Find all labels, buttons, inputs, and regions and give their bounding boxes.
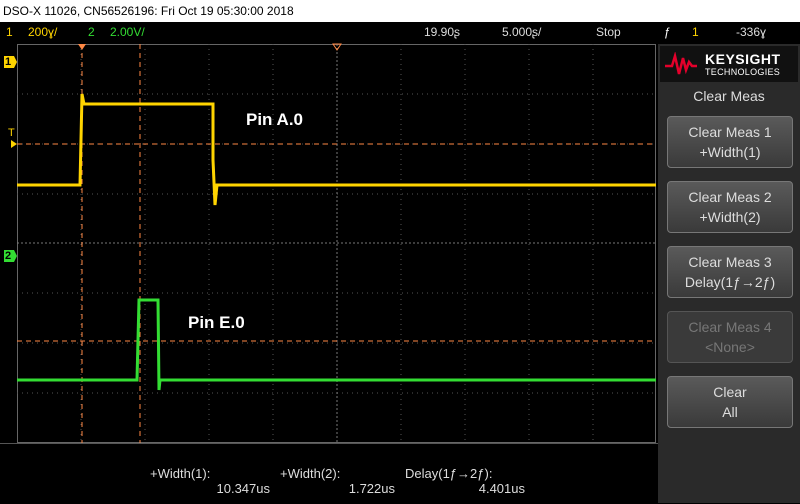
clear-meas-2-button[interactable]: Clear Meas 2 +Width(2) — [667, 181, 793, 233]
measurement-2[interactable]: +Width(2): 1.722us — [280, 466, 395, 496]
trigger-level-marker-icon — [11, 140, 17, 148]
measurement-1[interactable]: +Width(1): 10.347us — [150, 466, 270, 496]
clear-meas-3-button[interactable]: Clear Meas 3 Delay(1ƒ→2ƒ) — [667, 246, 793, 298]
clear-meas-1-button[interactable]: Clear Meas 1 +Width(1) — [667, 116, 793, 168]
softkey-line1: Clear Meas 4 — [688, 319, 772, 335]
softkey-line1: Clear Meas 2 — [688, 189, 772, 205]
measurement-name: +Width(1): — [150, 466, 211, 481]
brand-logo: KEYSIGHT TECHNOLOGIES — [660, 46, 798, 82]
ch1-trace-label: Pin A.0 — [246, 110, 303, 129]
center-axes — [17, 44, 656, 443]
horizontal-position[interactable]: 19.90ʂ — [424, 25, 461, 39]
keysight-wave-icon — [665, 52, 697, 75]
trigger-channel: 1 — [692, 25, 699, 39]
softkey-line2: All — [722, 404, 738, 420]
ch2-scale[interactable]: 2.00V/ — [110, 25, 145, 39]
softkey-line2: +Width(1) — [699, 144, 761, 160]
ch1-scale[interactable]: 200ɣ/ — [28, 25, 58, 39]
measurement-value: 10.347us — [216, 481, 271, 496]
ch2-marker-label: 2 — [5, 250, 12, 262]
softkey-line1: Clear — [713, 384, 747, 400]
measurement-name: +Width(2): — [280, 466, 341, 481]
brand-subtitle: TECHNOLOGIES — [705, 67, 781, 77]
brand-name: KEYSIGHT — [705, 51, 781, 67]
softkey-line1: Clear Meas 1 — [688, 124, 772, 140]
ch1-number[interactable]: 1 — [6, 25, 13, 39]
menu-title: Clear Meas — [693, 88, 765, 104]
trigger-edge-icon: ƒ — [664, 25, 671, 39]
window-title: DSO-X 11026, CN56526196: Fri Oct 19 05:3… — [0, 0, 800, 22]
status-bar: 1 200ɣ/ 2 2.00V/ 19.90ʂ 5.000ʂ/ Stop ƒ 1… — [0, 22, 800, 42]
softkey-line2: Delay(1ƒ→2ƒ) — [684, 274, 776, 290]
measurement-value: 4.401us — [478, 481, 525, 496]
run-state: Stop — [596, 25, 621, 39]
cursor-marker-icon — [78, 44, 86, 50]
measurement-value: 1.722us — [348, 481, 395, 496]
softkey-line2: +Width(2) — [699, 209, 761, 225]
ch1-marker-label: 1 — [5, 56, 12, 68]
ch1-ground-marker-icon — [4, 56, 17, 68]
softkey-line1: Clear Meas 3 — [688, 254, 772, 270]
ch2-trace — [17, 298, 656, 391]
ch2-ground-marker-icon — [4, 250, 17, 262]
trigger-marker-label: T — [8, 127, 15, 139]
measurement-3[interactable]: Delay(1ƒ→2ƒ): 4.401us — [405, 466, 525, 496]
ch2-trace-label: Pin E.0 — [188, 313, 245, 332]
clear-meas-4-button: Clear Meas 4 <None> — [667, 311, 793, 363]
ch2-number[interactable]: 2 — [88, 25, 95, 39]
measurement-bar: +Width(1): 10.347us +Width(2): 1.722us D… — [0, 443, 658, 504]
clear-all-button[interactable]: Clear All — [667, 376, 793, 428]
softkey-line2: <None> — [705, 339, 755, 355]
ch1-trace — [17, 93, 656, 206]
trigger-position-icon — [332, 43, 342, 51]
measurement-name: Delay(1ƒ→2ƒ): — [405, 466, 493, 481]
time-scale[interactable]: 5.000ʂ/ — [502, 25, 542, 39]
trigger-level[interactable]: -336ɣ — [736, 25, 767, 39]
